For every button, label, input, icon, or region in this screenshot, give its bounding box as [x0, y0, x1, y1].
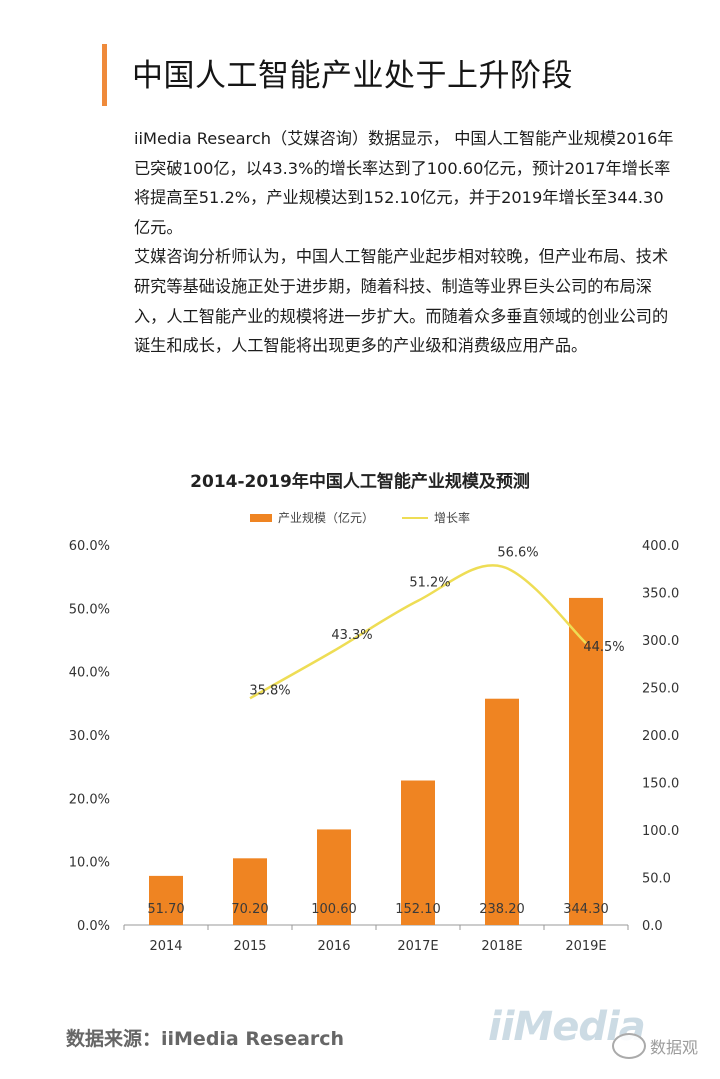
- bar-data-label: 152.10: [395, 902, 441, 917]
- y-right-tick-label: 300.0: [642, 634, 679, 649]
- y-left-tick-label: 0.0%: [77, 919, 110, 934]
- bar: [317, 829, 351, 925]
- line-data-label: 44.5%: [583, 640, 624, 655]
- x-tick-label: 2014: [149, 939, 182, 954]
- paragraph-2: 艾媒咨询分析师认为，中国人工智能产业起步相对较晚，但产业布局、技术研究等基础设施…: [134, 247, 669, 356]
- wechat-icon: [612, 1033, 646, 1059]
- y-right-tick-label: 50.0: [642, 872, 671, 887]
- y-right-tick-label: 100.0: [642, 824, 679, 839]
- chart-legend: 产业规模（亿元） 增长率: [0, 509, 720, 526]
- bar: [485, 698, 519, 925]
- bar: [233, 858, 267, 925]
- legend-item-scale: 产业规模（亿元）: [249, 509, 374, 526]
- page-title: 中国人工智能产业处于上升阶段: [132, 58, 573, 94]
- y-right-tick-label: 400.0: [642, 539, 679, 554]
- bar: [401, 780, 435, 925]
- x-tick-label: 2017E: [397, 939, 438, 954]
- y-left-tick-label: 40.0%: [69, 666, 110, 681]
- y-right-tick-label: 250.0: [642, 682, 679, 697]
- legend-bar-swatch: [249, 513, 272, 522]
- y-right-tick-label: 150.0: [642, 777, 679, 792]
- y-left-tick-label: 60.0%: [69, 539, 110, 554]
- x-tick-label: 2019E: [565, 939, 606, 954]
- paragraph-1: iiMedia Research（艾媒咨询）数据显示， 中国人工智能产业规模20…: [134, 129, 674, 237]
- bar-data-label: 51.70: [147, 902, 184, 917]
- y-left-tick-label: 30.0%: [69, 729, 110, 744]
- y-left-tick-label: 50.0%: [69, 602, 110, 617]
- growth-rate-line: [249, 564, 587, 700]
- bar: [569, 597, 603, 925]
- legend-label-scale: 产业规模（亿元）: [277, 511, 374, 525]
- bar: [149, 875, 183, 925]
- watermark-text: 数据观: [650, 1038, 699, 1057]
- legend-label-growth: 增长率: [434, 511, 471, 525]
- x-tick-label: 2018E: [481, 939, 522, 954]
- bar-data-label: 70.20: [231, 902, 268, 917]
- line-data-label: 56.6%: [497, 546, 538, 561]
- source-note: 数据来源：iiMedia Research: [66, 1028, 345, 1050]
- line-data-label: 51.2%: [409, 576, 450, 591]
- body-text: iiMedia Research（艾媒咨询）数据显示， 中国人工智能产业规模20…: [134, 124, 674, 361]
- bar-data-label: 238.20: [479, 902, 525, 917]
- line-data-label: 43.3%: [331, 628, 372, 643]
- chart-title: 2014-2019年中国人工智能产业规模及预测: [190, 472, 530, 492]
- legend-item-growth: 增长率: [402, 509, 470, 526]
- chart-canvas: 0.0% 10.0% 20.0% 30.0% 40.0% 50.0% 60.0% 0.0 50.…: [69, 539, 680, 954]
- y-right-tick-label: 200.0: [642, 729, 679, 744]
- y-left-tick-label: 20.0%: [69, 792, 110, 807]
- y-left-tick-label: 10.0%: [69, 856, 110, 871]
- bar-data-label: 344.30: [563, 902, 609, 917]
- x-tick-label: 2016: [317, 939, 350, 954]
- line-data-label: 35.8%: [249, 683, 290, 698]
- legend-line-swatch: [402, 516, 428, 519]
- y-right-tick-label: 350.0: [642, 587, 679, 602]
- title-accent-bar: [102, 44, 107, 106]
- x-tick-label: 2015: [233, 939, 266, 954]
- y-right-tick-label: 0.0: [642, 919, 663, 934]
- bar-data-label: 100.60: [311, 902, 357, 917]
